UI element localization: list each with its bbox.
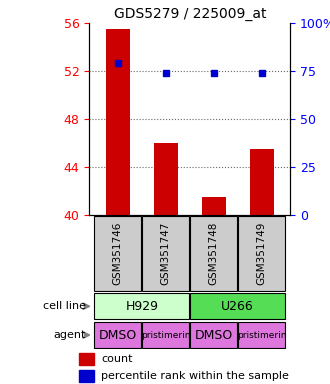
FancyBboxPatch shape — [142, 322, 189, 348]
FancyBboxPatch shape — [94, 293, 189, 319]
Bar — [154, 143, 178, 215]
FancyBboxPatch shape — [94, 322, 141, 348]
Text: U266: U266 — [221, 300, 254, 313]
Text: GSM351748: GSM351748 — [209, 222, 219, 285]
FancyBboxPatch shape — [238, 216, 285, 291]
Text: pristimerin: pristimerin — [141, 331, 190, 339]
Text: percentile rank within the sample: percentile rank within the sample — [101, 371, 289, 381]
Bar — [202, 197, 226, 215]
Bar — [106, 29, 130, 215]
Text: cell line: cell line — [43, 301, 86, 311]
FancyBboxPatch shape — [190, 322, 237, 348]
Bar — [79, 370, 94, 382]
FancyBboxPatch shape — [190, 293, 285, 319]
FancyBboxPatch shape — [94, 216, 141, 291]
FancyBboxPatch shape — [190, 216, 237, 291]
FancyBboxPatch shape — [238, 322, 285, 348]
Text: DMSO: DMSO — [99, 329, 137, 341]
Text: GSM351749: GSM351749 — [257, 222, 267, 285]
Text: H929: H929 — [125, 300, 158, 313]
Text: DMSO: DMSO — [195, 329, 233, 341]
Text: count: count — [101, 354, 132, 364]
Text: GSM351747: GSM351747 — [161, 222, 171, 285]
Text: GSM351746: GSM351746 — [113, 222, 123, 285]
Text: pristimerin: pristimerin — [237, 331, 286, 339]
Bar — [79, 353, 94, 365]
FancyBboxPatch shape — [142, 216, 189, 291]
Bar — [250, 149, 274, 215]
Title: GDS5279 / 225009_at: GDS5279 / 225009_at — [114, 7, 266, 21]
Text: agent: agent — [53, 330, 86, 340]
